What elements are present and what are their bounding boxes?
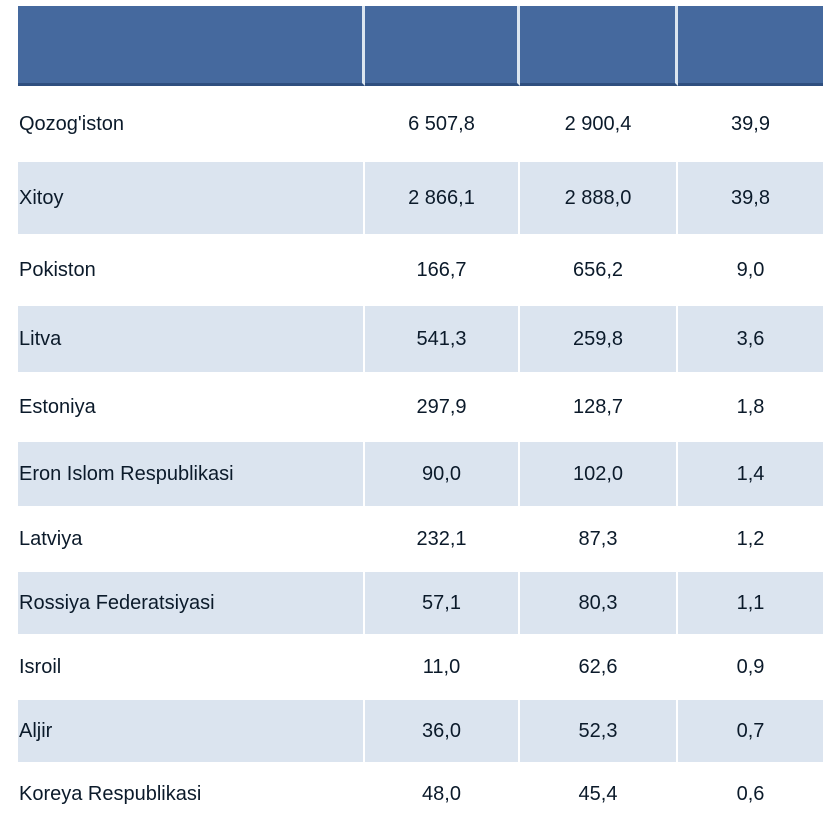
country-cell: Aljir [18,700,365,762]
share-cell: 1,4 [678,442,823,506]
country-cell: Rossiya Federatsiyasi [18,572,365,634]
value-cell-1: 11,0 [365,634,520,700]
table-header [18,6,823,86]
table-row: Qozog'iston 6 507,8 2 900,4 39,9 [18,86,823,162]
table-row: Isroil 11,0 62,6 0,9 [18,634,823,700]
share-cell: 0,9 [736,655,765,678]
value-cell-1: 2 866,1 [365,162,520,234]
country-cell: Estoniya [18,372,365,442]
value-cell-2: 62,6 [520,634,678,700]
value-cell-2: 2 888,0 [520,162,678,234]
country-cell: Qozog'iston [18,86,365,162]
value-cell-1: 48,0 [365,762,520,826]
table-row: Xitoy 2 866,1 2 888,0 39,8 [18,162,823,234]
share-cell: 1,1 [678,572,823,634]
value-cell-1: 232,1 [365,506,520,572]
table-row: Litva 541,3 259,8 3,6 [18,306,823,372]
country-cell: Isroil [18,634,365,700]
country-cell: Eron Islom Respublikasi [18,442,365,506]
share-cell: 1,8 [736,395,765,418]
country-cell: Latviya [18,506,365,572]
value-cell-2: 87,3 [520,506,678,572]
value-cell-2: 2 900,4 [520,86,678,162]
country-cell: Koreya Respublikasi [18,762,365,826]
share-cell: 39,9 [731,112,770,135]
header-cell-country [18,6,365,86]
value-cell-1: 166,7 [365,234,520,306]
value-cell-2: 128,7 [520,372,678,442]
value-cell-2: 656,2 [520,234,678,306]
share-cell: 0,6 [736,782,765,805]
country-cell: Litva [18,306,365,372]
value-cell-1: 541,3 [365,306,520,372]
value-cell-1: 57,1 [365,572,520,634]
value-cell-1: 36,0 [365,700,520,762]
share-cell: 39,8 [678,162,823,234]
header-cell-col2 [520,6,678,86]
country-cell: Xitoy [18,162,365,234]
table-row: Eron Islom Respublikasi 90,0 102,0 1,4 [18,442,823,506]
value-cell-1: 6 507,8 [365,86,520,162]
table-row: Latviya 232,1 87,3 1,2 [18,506,823,572]
table-row: Aljir 36,0 52,3 0,7 [18,700,823,762]
table-row: Koreya Respublikasi 48,0 45,4 0,6 [18,762,823,826]
table-row: Pokiston 166,7 656,2 9,0 [18,234,823,306]
share-cell: 9,0 [736,258,765,281]
data-table: Qozog'iston 6 507,8 2 900,4 39,9 Xitoy 2… [18,6,823,826]
value-cell-2: 52,3 [520,700,678,762]
header-cell-col3 [678,6,823,86]
value-cell-2: 102,0 [520,442,678,506]
table-row: Estoniya 297,9 128,7 1,8 [18,372,823,442]
header-cell-col1 [365,6,520,86]
value-cell-1: 90,0 [365,442,520,506]
share-cell: 0,7 [678,700,823,762]
value-cell-2: 45,4 [520,762,678,826]
share-cell: 3,6 [678,306,823,372]
share-cell: 1,2 [736,527,765,550]
table-row: Rossiya Federatsiyasi 57,1 80,3 1,1 [18,572,823,634]
country-cell: Pokiston [18,234,365,306]
value-cell-2: 259,8 [520,306,678,372]
value-cell-2: 80,3 [520,572,678,634]
value-cell-1: 297,9 [365,372,520,442]
